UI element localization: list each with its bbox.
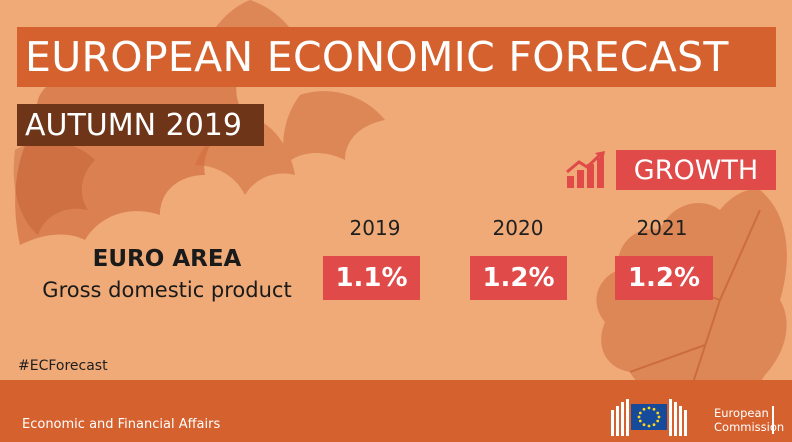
logo-divider xyxy=(772,406,774,434)
growth-chart-icon xyxy=(566,151,605,188)
leaf-top-left-small xyxy=(13,141,96,235)
organization-name-line2: Commission xyxy=(714,420,785,434)
page-title: EUROPEAN ECONOMIC FORECAST xyxy=(17,27,776,87)
european-commission-logo xyxy=(611,399,687,436)
gdp-value-2019: 1.1% xyxy=(323,256,420,300)
hashtag: #ECForecast xyxy=(18,358,108,374)
indicator-label: Gross domestic product xyxy=(42,278,292,302)
department-label: Economic and Financial Affairs xyxy=(22,417,221,432)
gdp-value-2020: 1.2% xyxy=(470,256,567,300)
year-label-2021: 2021 xyxy=(636,216,688,240)
year-label-2019: 2019 xyxy=(349,216,401,240)
organization-name-line1: European xyxy=(714,406,769,420)
growth-section-label: GROWTH xyxy=(616,150,776,190)
gdp-value-2021: 1.2% xyxy=(615,256,713,300)
region-label: EURO AREA xyxy=(92,246,242,272)
forecast-season-label: AUTUMN 2019 xyxy=(17,104,264,146)
organization-name: European Commission xyxy=(714,406,784,434)
year-label-2020: 2020 xyxy=(492,216,544,240)
